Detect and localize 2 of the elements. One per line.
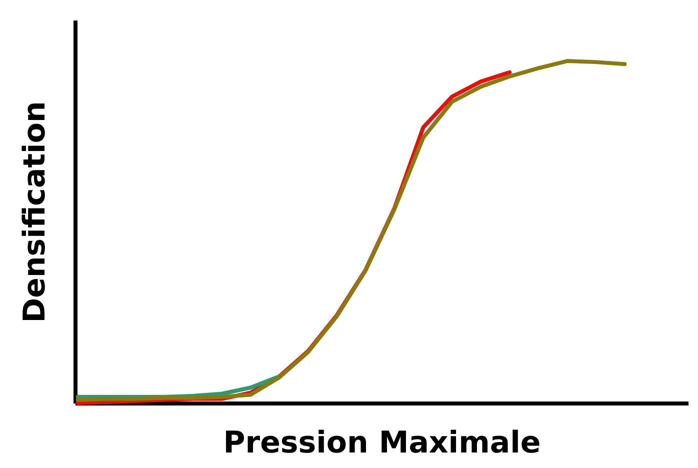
x-axis-title: Pression Maximale — [223, 426, 541, 460]
y-axis-title: Densification — [18, 101, 52, 323]
